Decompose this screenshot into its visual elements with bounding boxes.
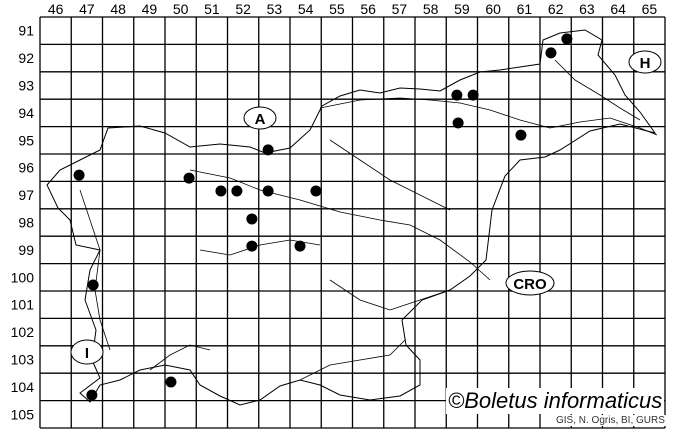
row-label: 99 xyxy=(18,242,34,258)
occurrence-dot xyxy=(231,185,243,197)
river-savinja xyxy=(329,139,451,211)
row-label: 95 xyxy=(18,132,34,148)
row-label: 104 xyxy=(11,379,35,395)
row-label: 100 xyxy=(11,269,35,285)
occurrence-dots xyxy=(73,33,573,401)
column-label: 51 xyxy=(204,1,220,17)
column-label: 56 xyxy=(360,1,376,17)
row-label: 103 xyxy=(11,352,35,368)
label-croatia: CRO xyxy=(513,276,547,293)
label-austria: A xyxy=(255,111,266,128)
occurrence-dot xyxy=(561,33,573,45)
column-label: 64 xyxy=(610,1,626,17)
column-label: 47 xyxy=(79,1,95,17)
column-label: 53 xyxy=(267,1,283,17)
label-croatia-oval xyxy=(505,270,555,296)
river-reka xyxy=(149,344,211,371)
occurrence-dot xyxy=(246,213,258,225)
label-italy-oval xyxy=(70,339,104,365)
occurrence-dot xyxy=(467,89,479,101)
row-label: 94 xyxy=(18,105,34,121)
row-label: 92 xyxy=(18,50,34,66)
river-drava xyxy=(319,97,658,136)
occurrence-dot xyxy=(246,240,258,252)
column-label: 52 xyxy=(235,1,251,17)
column-label: 59 xyxy=(454,1,470,17)
occurrence-dot xyxy=(310,185,322,197)
occurrence-dot xyxy=(73,169,85,181)
country-border xyxy=(46,29,657,406)
grid-labels: 46 47 48 49 50 51 52 53 54 55 56 57 58 59 60 61 62 63 64 65… xyxy=(11,1,658,422)
occurrence-dot xyxy=(262,185,274,197)
attribution-text: GIS, N. Ogris, BI, GURS xyxy=(554,415,667,426)
occurrence-dot xyxy=(183,172,195,184)
occurrence-dot xyxy=(451,89,463,101)
column-label: 48 xyxy=(110,1,126,17)
river-kolpa xyxy=(299,339,406,381)
label-hungary: H xyxy=(640,55,651,72)
row-label: 96 xyxy=(18,160,34,176)
column-label: 54 xyxy=(298,1,314,17)
column-label: 63 xyxy=(579,1,595,17)
occurrence-dot xyxy=(452,117,464,129)
column-label: 55 xyxy=(329,1,345,17)
copyright-text: ©Boletus informaticus xyxy=(446,388,665,414)
column-label: 57 xyxy=(392,1,408,17)
label-italy: I xyxy=(85,345,89,362)
rivers xyxy=(79,59,658,381)
row-label: 102 xyxy=(11,324,35,340)
slovenia-border xyxy=(46,29,657,406)
river-mura xyxy=(554,59,641,121)
row-label: 97 xyxy=(18,187,34,203)
row-label: 98 xyxy=(18,215,34,231)
label-hungary-oval xyxy=(628,50,662,74)
occurrence-dot xyxy=(545,47,557,59)
column-label: 49 xyxy=(142,1,158,17)
column-label: 50 xyxy=(173,1,189,17)
column-label: 46 xyxy=(48,1,64,17)
column-label: 62 xyxy=(548,1,564,17)
column-label: 60 xyxy=(485,1,501,17)
occurrence-dot xyxy=(262,144,274,156)
grid xyxy=(39,16,666,429)
occurrence-dot xyxy=(87,279,99,291)
column-label: 58 xyxy=(423,1,439,17)
occurrence-dot xyxy=(86,389,98,401)
country-labels: A H CRO I xyxy=(70,50,662,365)
occurrence-dot xyxy=(215,185,227,197)
river-soca xyxy=(79,189,111,351)
occurrence-dot xyxy=(294,240,306,252)
row-label: 105 xyxy=(11,406,35,422)
occurrence-dot xyxy=(515,129,527,141)
column-label: 61 xyxy=(517,1,533,17)
river-krka xyxy=(329,279,451,311)
row-label: 93 xyxy=(18,78,34,94)
river-sava xyxy=(189,169,491,281)
row-label: 101 xyxy=(11,297,35,313)
row-label: 91 xyxy=(18,23,34,39)
column-label: 65 xyxy=(642,1,658,17)
occurrence-dot xyxy=(165,376,177,388)
label-austria-oval xyxy=(243,106,277,130)
